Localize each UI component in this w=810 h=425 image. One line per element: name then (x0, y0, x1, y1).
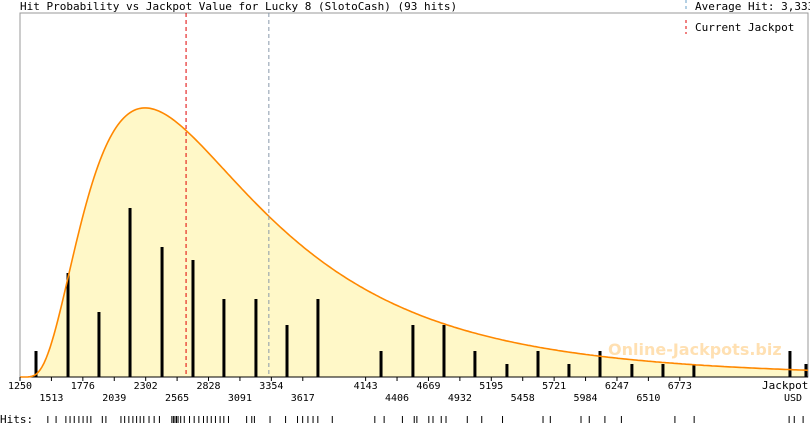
legend-current-label: Current Jackpot (695, 21, 794, 34)
x-tick-label: 5721 (542, 381, 566, 392)
x-tick-label: 2565 (165, 393, 189, 404)
x-tick-label: 3354 (259, 381, 283, 392)
legend: Average Hit: 3,333 Current Jackpot (685, 0, 810, 34)
rug-label: Hits: (0, 413, 33, 425)
x-tick-label: 4932 (448, 393, 472, 404)
chart-title: Hit Probability vs Jackpot Value for Luc… (20, 0, 457, 13)
fit-curve (20, 107, 809, 378)
x-tick-label: 4406 (385, 393, 409, 404)
bar (222, 299, 226, 377)
bar (285, 325, 289, 377)
bar (128, 208, 132, 377)
bar (411, 325, 415, 377)
x-tick-label: 1250 (8, 381, 32, 392)
legend-average-label: Average Hit: 3,333 (695, 0, 810, 13)
x-tick-label: 6773 (668, 381, 692, 392)
x-tick-label: 2828 (196, 381, 220, 392)
x-tick-label: 4143 (354, 381, 378, 392)
x-tick-label: 2039 (102, 393, 126, 404)
watermark: Online-Jackpots.biz (608, 340, 782, 359)
bar (160, 247, 164, 377)
x-tick-label: 5195 (479, 381, 503, 392)
x-tick-label: 5984 (574, 393, 598, 404)
x-tick-label: 1776 (71, 381, 95, 392)
x-tick-label: 6247 (605, 381, 629, 392)
bar (34, 351, 38, 377)
x-tick-label: 3617 (291, 393, 315, 404)
x-tick-label: 1513 (39, 393, 63, 404)
bar (598, 351, 602, 377)
bar (661, 364, 665, 377)
x-axis-label-1: Jackpot, (762, 379, 810, 392)
x-tick-label: 6510 (636, 393, 660, 404)
bar (505, 364, 509, 377)
x-tick-label: 2302 (134, 381, 158, 392)
x-tick-label: 4669 (416, 381, 440, 392)
bar (567, 364, 571, 377)
bar (473, 351, 477, 377)
x-axis-label-2: USD (784, 393, 802, 404)
bar (442, 325, 446, 377)
bar (254, 299, 258, 377)
curve-fill (20, 107, 808, 378)
bar (379, 351, 383, 377)
x-tick-label: 5458 (511, 393, 535, 404)
x-tick-label: 3091 (228, 393, 252, 404)
bar (692, 364, 696, 377)
bar (191, 260, 195, 377)
bar (97, 312, 101, 377)
bar (630, 364, 634, 377)
bar (536, 351, 540, 377)
bar (66, 273, 70, 377)
bar (788, 351, 792, 377)
bar (316, 299, 320, 377)
